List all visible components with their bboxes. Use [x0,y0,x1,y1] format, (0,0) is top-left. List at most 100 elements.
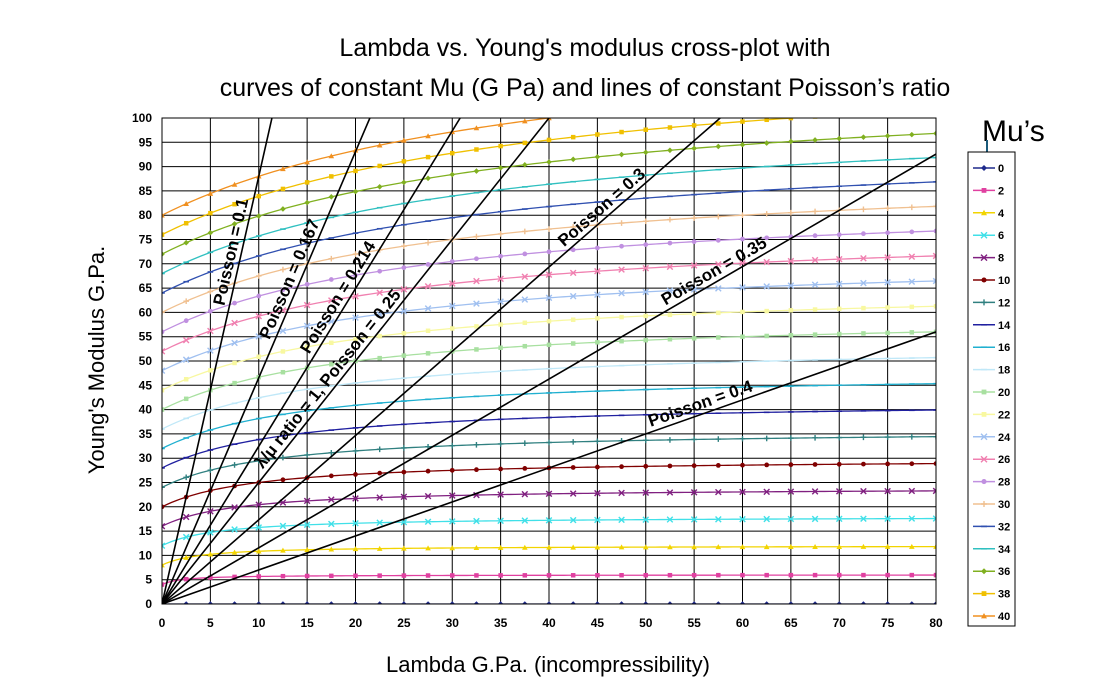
poisson-line-0-214 [162,118,461,604]
curve-point-marker [474,573,479,578]
curve-point-marker [861,572,866,578]
curve-point-marker [304,452,310,458]
curve-point-marker [570,573,576,578]
legend-item-8: 8 [973,253,1004,265]
curve-point-marker [255,333,263,340]
curve-point-marker [280,601,286,604]
curve-point-marker [860,515,867,523]
curve-point-marker [207,529,214,536]
curve-point-marker [183,298,189,304]
curve-point-marker [162,522,166,530]
curve-point-marker [498,466,504,472]
curve-point-marker [763,515,770,523]
legend-item-26: 26 [973,454,1010,466]
curve-point-marker [521,273,529,280]
mu-curve-38 [162,118,818,237]
y-tick-label: 70 [139,257,153,271]
curve-point-marker [909,330,915,335]
curve-point-marker [328,601,335,604]
legend-item-20: 20 [973,387,1010,399]
curve-point-marker [933,203,936,210]
curve-point-marker [280,477,286,483]
x-tick-label: 25 [397,616,411,630]
legend-label: 8 [998,253,1004,265]
curve-point-marker [304,601,310,604]
curve-point-marker [740,572,745,578]
poisson-line-0-3 [162,118,721,604]
curve-point-marker [401,469,407,475]
legend-label: 18 [998,365,1010,377]
poisson-line-0-4 [162,331,936,604]
x-axis-label: Lambda G.Pa. (incompressibility) [386,652,710,677]
curve-point-marker [162,212,165,218]
curve-point-marker [933,543,936,549]
curve-point-marker [522,140,528,146]
curve-point-marker [595,132,600,137]
curve-point-marker [352,601,359,604]
curve-point-marker [328,153,335,159]
curve-point-marker [183,377,189,382]
curve-point-marker [569,269,577,277]
curve-point-marker [861,305,866,311]
curve-point-marker [932,252,936,260]
curve-point-marker [812,435,818,441]
curve-point-marker [643,572,648,578]
curve-point-marker [763,488,770,496]
legend-item-6: 6 [973,230,1004,242]
curve-point-marker [182,356,190,364]
curve-point-marker [498,253,504,259]
curve-point-marker [207,551,214,557]
x-tick-label: 50 [639,616,653,630]
curve-point-marker [497,298,504,305]
curve-point-marker [691,239,697,245]
curve-point-marker [424,283,432,290]
curve-point-marker [498,143,503,149]
poisson-lines [162,118,936,604]
curve-point-marker [642,288,650,296]
curve-point-marker [885,572,890,578]
curve-point-marker [619,572,624,578]
curve-point-marker [280,454,286,461]
curve-point-marker [909,572,915,578]
curve-point-marker [594,438,601,445]
curve-point-marker [691,336,697,341]
curve-point-marker [594,489,601,497]
curve-point-marker [545,294,553,302]
curve-point-marker [497,601,504,604]
curve-point-marker [425,601,431,604]
curve-point-marker [763,211,770,217]
y-tick-label: 95 [139,135,153,149]
curve-point-marker [449,601,456,604]
curve-point-marker [715,463,721,468]
curve-point-marker [570,439,576,445]
legend-item-24: 24 [973,432,1011,444]
curve-point-marker [280,166,286,172]
curve-point-marker [376,446,383,453]
curve-point-marker [643,313,648,319]
curve-point-marker [376,310,383,318]
y-tick-label: 60 [139,305,153,319]
curve-point-marker [933,304,936,309]
curve-point-marker [448,518,456,525]
curve-point-marker [352,251,359,257]
curve-point-marker [400,286,408,293]
curve-point-marker [424,492,432,500]
curve-point-marker [933,461,936,466]
curve-point-marker [667,463,673,469]
curve-point-marker [860,279,867,287]
curve-point-marker [304,573,310,579]
curve-point-marker [448,302,456,310]
curve-point-marker [932,487,936,495]
curve-point-marker [449,467,455,473]
curve-point-marker [715,436,722,442]
curve-point-marker [764,462,770,468]
legend-item-30: 30 [973,499,1010,511]
curve-point-marker [303,301,311,309]
poisson-line-0-25 [162,118,550,604]
curve-point-marker [909,204,915,211]
curve-point-marker [788,333,794,338]
curve-point-marker [353,472,358,477]
curve-point-marker [691,544,697,550]
curve-point-marker [304,546,310,553]
curve-point-marker [691,463,697,469]
